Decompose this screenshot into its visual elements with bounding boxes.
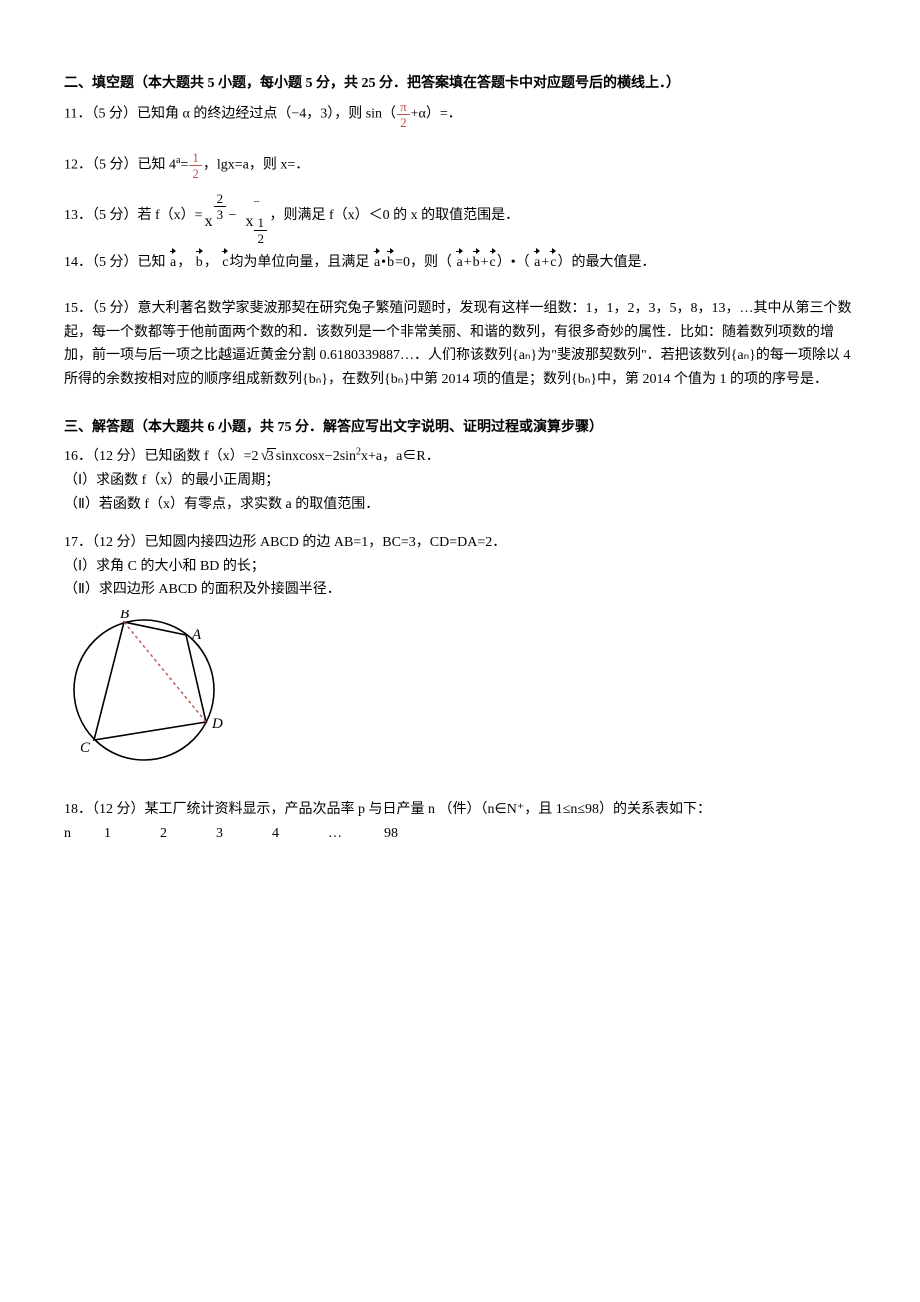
vec-a: a: [170, 251, 176, 275]
x-pow-2-3: x23: [205, 202, 213, 229]
table-header-cell: 1: [104, 822, 160, 846]
question-14: 14．（5 分）已知 a， b， c均为单位向量，且满足 a•b=0，则（ a+…: [64, 251, 856, 275]
q13-tail: ，则满足 f（x）＜0 的 x 的取值范围是．: [269, 208, 519, 223]
vec-b: b: [196, 251, 203, 275]
question-16: 16．（12 分）已知函数 f（x）=23sinxcosx−2sin2x+a，a…: [64, 444, 856, 517]
q11-tail: +α）=．: [411, 107, 462, 122]
q17-line: 17．（12 分）已知圆内接四边形 ABCD 的边 AB=1，BC=3，CD=D…: [64, 531, 856, 555]
x-pow-neg-1-2: x−12: [245, 202, 253, 229]
vec-a3: a: [456, 251, 462, 275]
vec-b3: b: [473, 251, 480, 275]
q15-text: 15．（5 分）意大利著名数学家斐波那契在研究兔子繁殖问题时，发现有这样一组数：…: [64, 297, 856, 392]
q12-mid: ，lgx=a，则 x=．: [203, 158, 309, 173]
question-11: 11．（5 分）已知角 α 的终边经过点（−4，3），则 sin（π2+α）=．: [64, 100, 856, 129]
question-17: 17．（12 分）已知圆内接四边形 ABCD 的边 AB=1，BC=3，CD=D…: [64, 531, 856, 784]
vec-c2: c: [490, 251, 496, 275]
q17-p1: （Ⅰ）求角 C 的大小和 BD 的长；: [64, 555, 856, 579]
q17-figure: B A D C: [64, 610, 856, 784]
svg-text:A: A: [191, 627, 202, 643]
vec-c: c: [222, 251, 228, 275]
vec-b2: b: [387, 251, 394, 275]
vec-a2: a: [374, 251, 380, 275]
q18-line: 18．（12 分）某工厂统计资料显示，产品次品率 p 与日产量 n （件）（n∈…: [64, 798, 856, 822]
table-header-cell: 3: [216, 822, 272, 846]
frac-pi-over-2: π2: [397, 100, 410, 129]
question-18: 18．（12 分）某工厂统计资料显示，产品次品率 p 与日产量 n （件）（n∈…: [64, 798, 856, 846]
table-header-cell: 98: [384, 822, 440, 846]
table-header-cell: 2: [160, 822, 216, 846]
vec-c3: c: [550, 251, 556, 275]
table-header-cell: n: [64, 822, 104, 846]
section-header-fill: 二、填空题（本大题共 5 小题，每小题 5 分，共 25 分．把答案填在答题卡中…: [64, 72, 856, 96]
q11-lead: 11．（5 分）已知角 α 的终边经过点（−4，3），则 sin（: [64, 107, 396, 122]
question-13: 13．（5 分）若 f（x）=x23 − x−12 ，则满足 f（x）＜0 的 …: [64, 202, 856, 229]
q16-p1: （Ⅰ）求函数 f（x）的最小正周期；: [64, 469, 856, 493]
frac-1-over-2: 12: [189, 151, 202, 180]
table-header-cell: …: [328, 822, 384, 846]
sqrt-3: 3: [259, 444, 276, 470]
svg-text:B: B: [120, 610, 129, 622]
section-header-solve: 三、解答题（本大题共 6 小题，共 75 分．解答应写出文字说明、证明过程或演算…: [64, 416, 856, 440]
question-12: 12．（5 分）已知 4a=12，lgx=a，则 x=．: [64, 151, 856, 180]
q18-table-header: n1234…98: [64, 822, 856, 846]
table-header-cell: 4: [272, 822, 328, 846]
svg-text:D: D: [211, 716, 223, 732]
q16-p2: （Ⅱ）若函数 f（x）有零点，求实数 a 的取值范围．: [64, 493, 856, 517]
q17-p2: （Ⅱ）求四边形 ABCD 的面积及外接圆半径．: [64, 578, 856, 602]
question-15: 15．（5 分）意大利著名数学家斐波那契在研究兔子繁殖问题时，发现有这样一组数：…: [64, 297, 856, 392]
vec-a4: a: [534, 251, 540, 275]
q13-lead: 13．（5 分）若 f（x）=: [64, 208, 203, 223]
svg-text:C: C: [80, 740, 91, 756]
q12-lead: 12．（5 分）已知 4: [64, 158, 176, 173]
